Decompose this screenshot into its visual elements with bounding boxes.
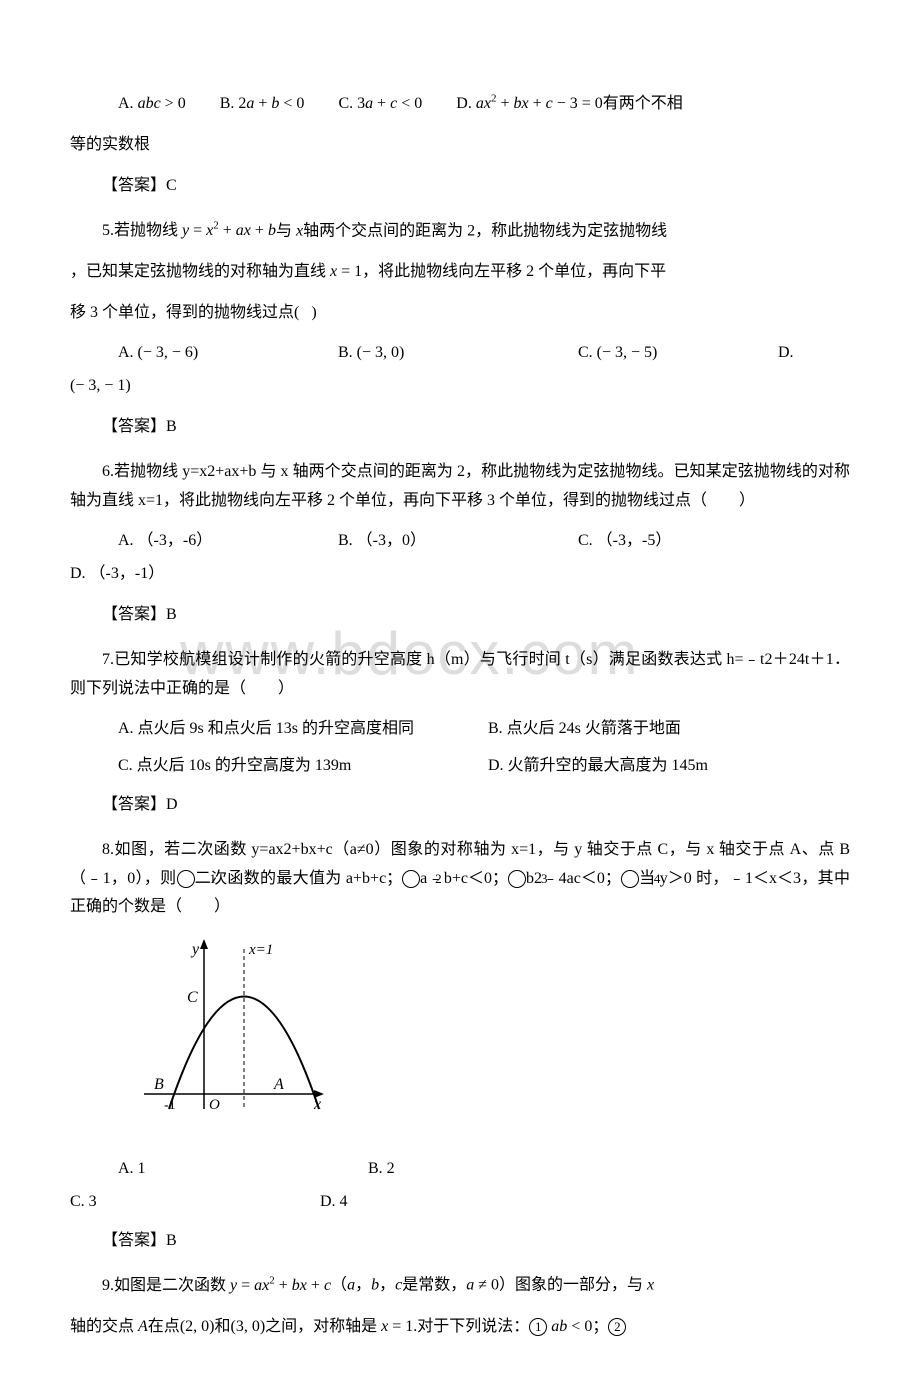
q5-text-line2: ，已知某定弦抛物线的对称轴为直线 x = 1，将此抛物线向左平移 2 个单位，再… [70, 258, 850, 287]
q5-text: 5.若抛物线 y = x2 + ax + b与 x轴两个交点间的距离为 2，称此… [70, 217, 850, 246]
q7-opt-d: D. 火箭升空的最大高度为 145m [488, 752, 708, 781]
q5-opt-c: C. (− 3, − 5) [578, 339, 778, 368]
document-content: A. abc > 0 B. 2a + b < 0 C. 3a + c < 0 D… [70, 90, 850, 1341]
q7-text: 7.已知学校航模组设计制作的火箭的升空高度 h（m）与飞行时间 t（s）满足函数… [70, 646, 850, 704]
q4-opt-a: A. abc > 0 [118, 95, 186, 112]
q4-opt-b: B. 2a + b < 0 [220, 95, 305, 112]
q8-opt-a: A. 1 [118, 1155, 368, 1184]
q5-options-row1: A. (− 3, − 6) B. (− 3, 0) C. (− 3, − 5) … [70, 339, 850, 368]
svg-text:A: A [273, 1076, 284, 1093]
circled-1: 1 [177, 870, 195, 888]
q7-options-row2: C. 点火后 10s 的升空高度为 139m D. 火箭升空的最大高度为 145… [70, 752, 850, 781]
q5-opt-b: B. (− 3, 0) [338, 339, 578, 368]
q8-answer: 【答案】B [70, 1227, 850, 1256]
svg-text:O: O [209, 1097, 220, 1113]
q7-options-row1: A. 点火后 9s 和点火后 13s 的升空高度相同 B. 点火后 24s 火箭… [70, 715, 850, 744]
q5-text-line3: 移 3 个单位，得到的抛物线过点( ) [70, 299, 850, 328]
circled-3: 3 [508, 870, 526, 888]
q7-opt-c: C. 点火后 10s 的升空高度为 139m [118, 752, 488, 781]
q8-opt-c: C. 3 [70, 1188, 320, 1217]
circled-2: 2 [402, 870, 420, 888]
q8-options-row1: A. 1 B. 2 [70, 1155, 850, 1184]
q8-opt-d: D. 4 [320, 1188, 348, 1217]
q7-answer: 【答案】D [70, 791, 850, 820]
q5-opt-d: D. [778, 339, 794, 368]
q8-text: 8.如图，若二次函数 y=ax2+bx+c（a≠0）图象的对称轴为 x=1，与 … [70, 836, 850, 922]
q5-opt-d-line2: (− 3, − 1) [70, 372, 850, 401]
q5-answer: 【答案】B [70, 413, 850, 442]
q6-opt-d: D. （-3，-1） [70, 560, 850, 589]
q9-circled-2: 2 [608, 1318, 626, 1336]
q8-graph: y x=1 C B A O -1 x [134, 934, 850, 1145]
svg-text:B: B [154, 1076, 164, 1093]
q6-answer: 【答案】B [70, 601, 850, 630]
q6-opt-b: B. （-3，0） [338, 527, 578, 556]
q7-opt-b: B. 点火后 24s 火箭落于地面 [488, 715, 681, 744]
circled-4: 4 [621, 870, 639, 888]
q7-opt-a: A. 点火后 9s 和点火后 13s 的升空高度相同 [118, 715, 488, 744]
q6-options-row1: A. （-3，-6） B. （-3，0） C. （-3，-5） [70, 527, 850, 556]
q9-text: 9.如图是二次函数 y = ax2 + bx + c（a，b，c是常数，a ≠ … [70, 1271, 850, 1300]
q4-opt-d: D. ax2 + bx + c − 3 = 0有两个不相 [456, 95, 683, 112]
q6-text: 6.若抛物线 y=x2+ax+b 与 x 轴两个交点间的距离为 2，称此抛物线为… [70, 458, 850, 516]
q8-options-row2: C. 3 D. 4 [70, 1188, 850, 1217]
q4-options: A. abc > 0 B. 2a + b < 0 C. 3a + c < 0 D… [70, 90, 850, 119]
parabola-graph: y x=1 C B A O -1 x [134, 934, 334, 1134]
q5-opt-a: A. (− 3, − 6) [118, 339, 338, 368]
svg-text:x: x [313, 1096, 321, 1113]
q6-opt-c: C. （-3，-5） [578, 527, 778, 556]
q4-opt-c: C. 3a + c < 0 [338, 95, 422, 112]
q9-text-line2: 轴的交点 A在点(2, 0)和(3, 0)之间，对称轴是 x = 1.对于下列说… [70, 1313, 850, 1342]
svg-text:C: C [187, 989, 198, 1006]
q6-opt-a: A. （-3，-6） [118, 527, 338, 556]
svg-text:-1: -1 [164, 1098, 176, 1113]
svg-text:x=1: x=1 [248, 942, 273, 958]
q4-answer: 【答案】C [70, 172, 850, 201]
q4-line2: 等的实数根 [70, 131, 850, 160]
q8-opt-b: B. 2 [368, 1155, 395, 1184]
q9-circled-1: 1 [529, 1318, 547, 1336]
svg-text:y: y [190, 941, 200, 958]
